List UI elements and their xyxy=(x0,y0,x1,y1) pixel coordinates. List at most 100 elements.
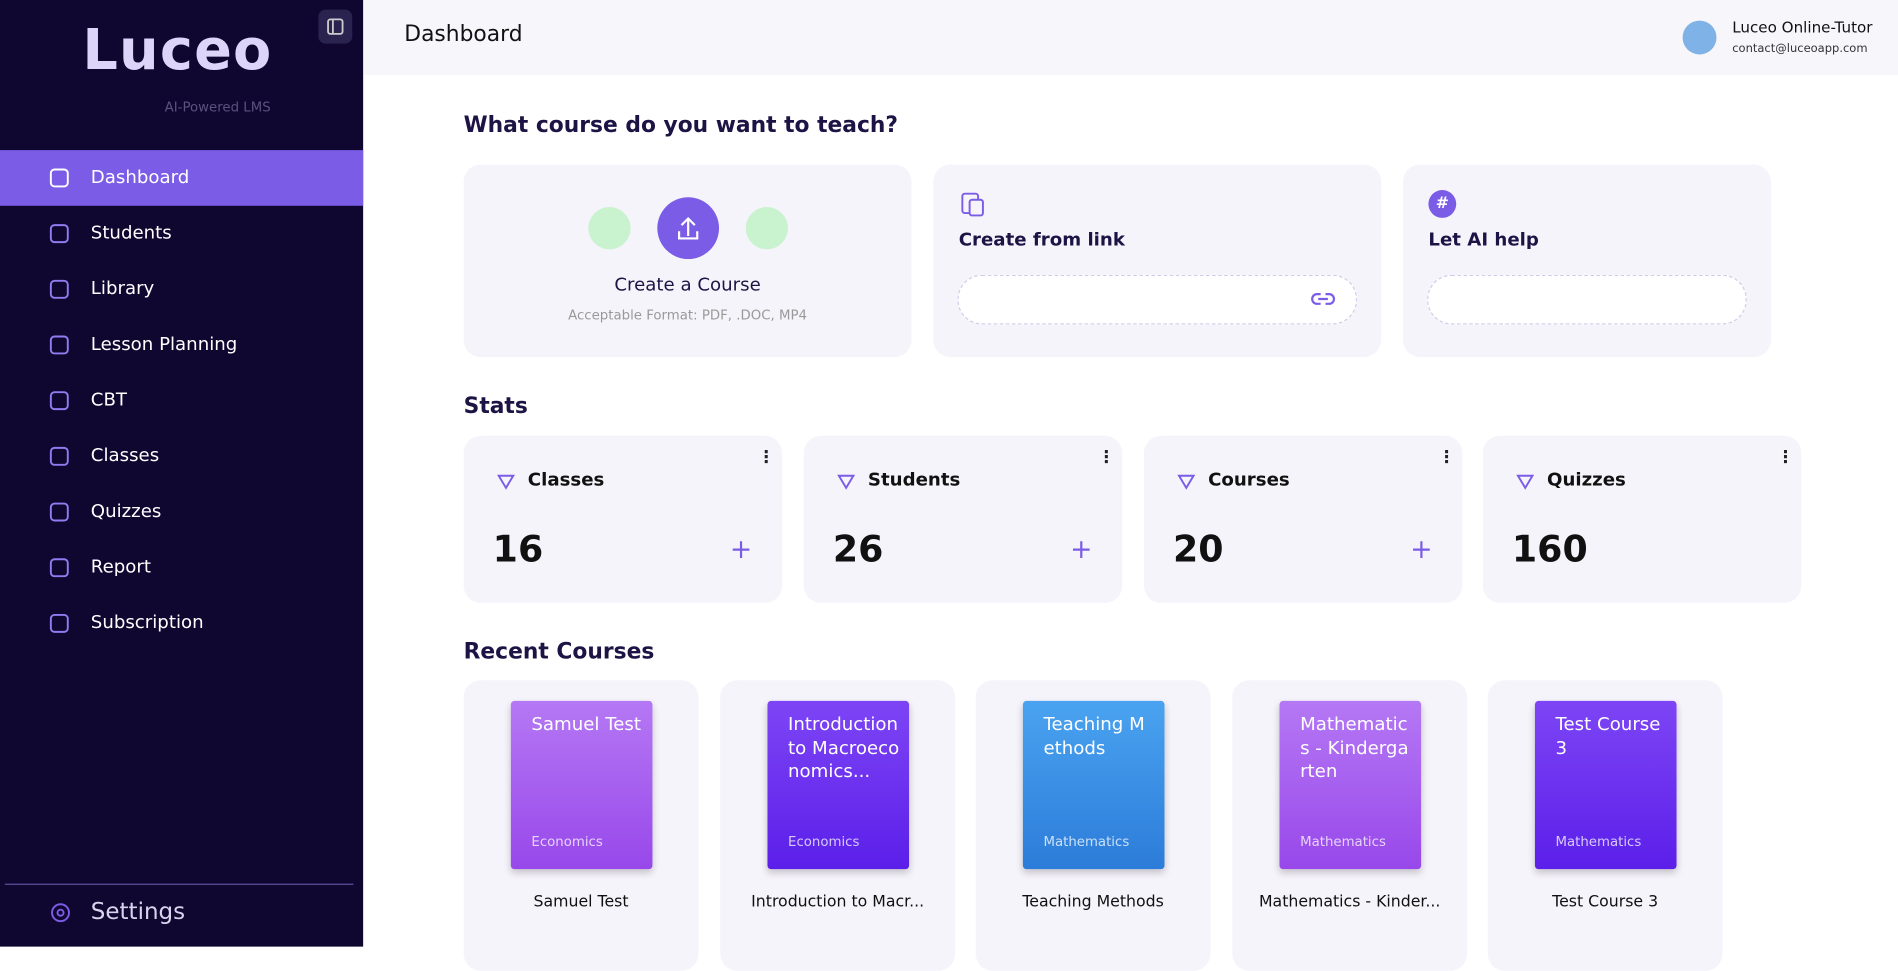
cover-category: Mathematics xyxy=(1043,834,1130,850)
link-icon xyxy=(1311,293,1335,305)
course-caption: Test Course 3 xyxy=(1552,893,1659,912)
icon xyxy=(49,335,69,355)
course-caption: Mathematics - Kinder... xyxy=(1258,893,1441,912)
nav-item[interactable]: Classes xyxy=(0,429,363,485)
user-name: Luceo Online-Tutor xyxy=(1732,18,1873,37)
add-button[interactable]: + xyxy=(729,535,753,566)
add-button[interactable]: + xyxy=(1410,535,1433,566)
icon xyxy=(497,474,515,490)
stat-label: Courses xyxy=(1208,468,1290,491)
cover-category: Mathematics xyxy=(1555,834,1642,850)
course-cover: Mathematics - Kindergarten Mathematics xyxy=(1279,700,1422,870)
nav-item[interactable]: Lesson Planning xyxy=(0,317,363,373)
icon xyxy=(49,502,69,522)
course-cover: Introduction to Macroeconomics... Economi… xyxy=(767,700,910,870)
nav-item[interactable]: Dashboard xyxy=(0,150,364,206)
upload-card[interactable] xyxy=(463,164,912,358)
link-card xyxy=(933,164,1382,358)
ai-icon: # xyxy=(1428,190,1457,218)
cover-category: Mathematics xyxy=(1300,834,1386,850)
user-email: contact@luceoapp.com xyxy=(1732,42,1868,56)
stat-value: 16 xyxy=(492,528,544,572)
toggle-icon xyxy=(327,18,344,35)
divider xyxy=(4,883,354,885)
course-caption: Teaching Methods xyxy=(1022,893,1164,912)
nav-label: Classes xyxy=(90,444,160,467)
recent-heading: Recent Courses xyxy=(463,639,655,665)
nav-label: Lesson Planning xyxy=(90,332,238,355)
upload-title: Create a Course xyxy=(614,273,761,296)
course-caption: Introduction to Macr... xyxy=(751,893,925,912)
cover-title: Introduction to Macroeconomics... xyxy=(788,712,900,782)
nav-label: Students xyxy=(90,221,172,244)
stat-card xyxy=(1482,435,1802,603)
ai-input[interactable] xyxy=(1427,274,1747,325)
stat-menu[interactable]: ⋮ xyxy=(1438,447,1456,468)
stat-menu[interactable]: ⋮ xyxy=(1777,447,1794,468)
link-input[interactable] xyxy=(957,274,1357,325)
nav-label: CBT xyxy=(90,388,128,411)
icon xyxy=(49,168,69,188)
nav-item[interactable]: CBT xyxy=(0,373,363,429)
nav-item[interactable]: Report xyxy=(0,540,363,596)
stat-menu[interactable]: ⋮ xyxy=(1097,447,1115,468)
avatar[interactable] xyxy=(1682,20,1717,55)
stat-label: Students xyxy=(867,468,961,491)
settings-link[interactable]: Settings xyxy=(90,898,186,925)
clipboard-icon xyxy=(961,192,984,217)
icon xyxy=(49,446,69,466)
settings-icon xyxy=(51,903,70,923)
page-title: Dashboard xyxy=(404,21,523,48)
header xyxy=(364,0,1898,76)
logo: Luceo xyxy=(82,16,273,83)
nav-item[interactable]: Quizzes xyxy=(0,484,363,540)
cover-title: Mathematics - Kindergarten xyxy=(1300,712,1409,782)
stat-label: Quizzes xyxy=(1547,468,1626,491)
icon xyxy=(49,613,69,633)
section-heading: What course do you want to teach? xyxy=(463,112,899,138)
stat-menu[interactable]: ⋮ xyxy=(757,447,775,468)
icon xyxy=(49,391,69,411)
cover-title: Test Course 3 xyxy=(1555,712,1661,759)
ai-card xyxy=(1402,164,1771,358)
course-cover: Teaching Methods Mathematics xyxy=(1022,700,1165,870)
icon xyxy=(1177,474,1196,490)
sidebar-toggle[interactable] xyxy=(318,9,353,44)
ai-title: Let AI help xyxy=(1428,228,1539,251)
stat-label: Classes xyxy=(527,468,605,491)
stat-value: 20 xyxy=(1172,528,1224,572)
link-title: Create from link xyxy=(958,228,1125,251)
cover-category: Economics xyxy=(788,834,860,850)
stat-card xyxy=(803,435,1123,603)
nav-item[interactable]: Library xyxy=(0,261,363,317)
nav-item[interactable]: Students xyxy=(0,206,363,262)
nav-item[interactable]: Subscription xyxy=(0,596,363,652)
nav-label: Subscription xyxy=(90,611,204,634)
stat-value: 160 xyxy=(1511,528,1588,572)
upload-button[interactable] xyxy=(657,197,720,260)
icon xyxy=(49,558,69,578)
upload-icon xyxy=(678,216,699,240)
nav-label: Quizzes xyxy=(90,499,162,522)
upload-note: Acceptable Format: PDF, .DOC, MP4 xyxy=(568,307,808,324)
cover-title: Samuel Test xyxy=(531,712,642,735)
add-button[interactable]: + xyxy=(1070,535,1093,566)
tagline: AI-Powered LMS xyxy=(164,99,271,115)
cover-title: Teaching Methods xyxy=(1043,712,1145,759)
doc-icon xyxy=(588,206,631,250)
icon xyxy=(49,224,69,244)
icon xyxy=(49,279,69,299)
cover-category: Economics xyxy=(531,834,603,850)
stats-heading: Stats xyxy=(463,393,528,419)
stat-value: 26 xyxy=(832,528,884,572)
stat-card xyxy=(1143,435,1463,603)
nav-label: Report xyxy=(90,555,151,578)
course-cover: Samuel Test Economics xyxy=(510,700,653,870)
stat-card xyxy=(463,435,782,603)
course-cover: Test Course 3 Mathematics xyxy=(1534,700,1677,870)
media-icon xyxy=(745,206,789,250)
icon xyxy=(1516,474,1535,490)
icon xyxy=(837,474,856,490)
